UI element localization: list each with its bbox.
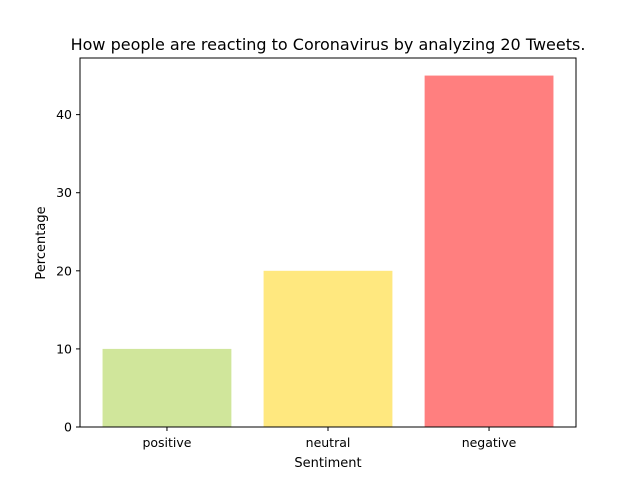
y-axis-ticks: 0 10 20 30 40 [56,107,80,435]
y-tick-label: 30 [56,185,72,200]
x-tick-label: positive [142,435,191,450]
y-tick-label: 10 [56,341,72,356]
bar-positive [102,348,232,427]
x-axis-ticks: positive neutral negative [142,427,517,450]
x-tick-label: neutral [306,435,351,450]
bars-group [102,75,554,428]
y-axis-label: Percentage [34,206,49,279]
y-tick-label: 20 [56,263,72,278]
x-tick-label: negative [462,435,517,450]
bar-negative [424,75,554,428]
x-axis-label: Sentiment [294,456,361,471]
chart-title: How people are reacting to Coronavirus b… [71,35,586,54]
bar-neutral [263,270,393,427]
plot-frame [79,57,577,428]
y-tick-label: 0 [64,420,72,435]
y-tick-label: 40 [56,107,72,122]
